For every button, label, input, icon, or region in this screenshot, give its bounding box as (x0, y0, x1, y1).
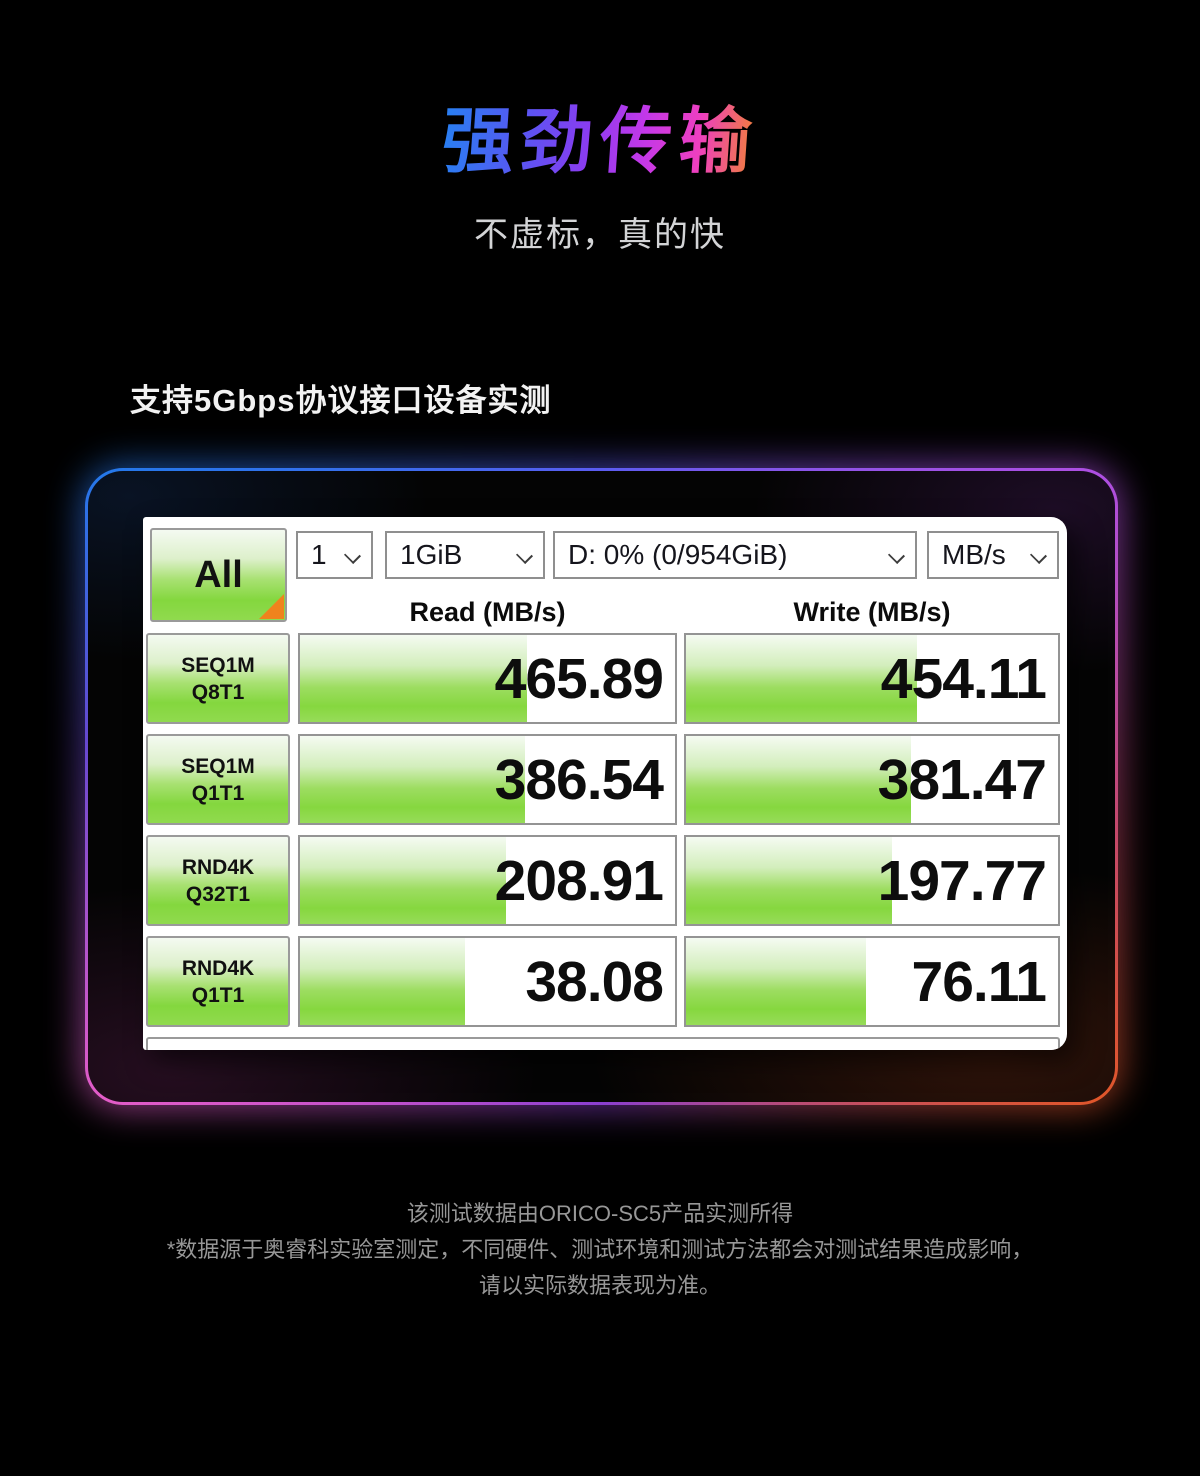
all-test-button[interactable]: All (150, 528, 287, 622)
rnd4k-q32t1-test-button[interactable]: RND4K Q32T1 (146, 835, 290, 926)
write-result-value: 76.11 (911, 949, 1047, 1014)
read-result-cell: 38.08 (298, 936, 677, 1027)
target-drive-value: D: 0% (0/954GiB) (568, 539, 788, 570)
page-title: 强劲传输 (0, 100, 1200, 184)
test-label-line2: Q8T1 (191, 680, 245, 704)
chevron-down-icon (343, 546, 362, 565)
write-column-header: Write (MB/s) (793, 597, 951, 627)
test-label-line1: SEQ1M (181, 653, 255, 677)
test-label-line2: Q1T1 (191, 781, 245, 805)
read-result-value: 386.54 (494, 747, 664, 812)
table-row-seq1m-q8t1: SEQ1M Q8T1 465.89 454.11 (146, 633, 1060, 724)
test-label-line1: RND4K (181, 956, 255, 980)
crystaldiskmark-window: All 1 1GiB D: 0% (0/954GiB) MB/s (143, 517, 1067, 1050)
benchmark-results: SEQ1M Q8T1 465.89 454.11 SEQ1M (146, 633, 1060, 1037)
disclaimer-line: 该测试数据由ORICO-SC5产品实测所得 (406, 1201, 794, 1226)
table-row-seq1m-q1t1: SEQ1M Q1T1 386.54 381.47 (146, 734, 1060, 825)
unit-value: MB/s (942, 539, 1006, 570)
test-size-dropdown[interactable]: 1GiB (385, 531, 545, 579)
test-label-line1: RND4K (181, 855, 255, 879)
test-label-line1: SEQ1M (181, 754, 255, 778)
write-result-value: 454.11 (880, 646, 1047, 711)
seq1m-q8t1-test-button[interactable]: SEQ1M Q8T1 (146, 633, 290, 724)
section-heading: 支持5Gbps协议接口设备实测 (130, 383, 552, 418)
seq1m-q1t1-test-button[interactable]: SEQ1M Q1T1 (146, 734, 290, 825)
test-size-value: 1GiB (400, 539, 463, 570)
all-test-button-label: All (194, 553, 243, 596)
write-result-value: 381.47 (877, 747, 1047, 812)
read-bar-fill (300, 837, 507, 924)
rnd4k-q1t1-test-button[interactable]: RND4K Q1T1 (146, 936, 290, 1027)
read-result-cell: 465.89 (298, 633, 677, 724)
read-bar-fill (300, 938, 465, 1025)
disclaimer-text: 该测试数据由ORICO-SC5产品实测所得 *数据源于奥睿科实验室测定，不同硬件… (0, 1196, 1200, 1304)
benchmark-frame-inner: All 1 1GiB D: 0% (0/954GiB) MB/s (88, 471, 1115, 1102)
clipped-next-row (146, 1037, 1060, 1050)
read-result-value: 208.91 (494, 848, 664, 913)
page-title-text: 强劲传输 (439, 102, 761, 182)
table-row-rnd4k-q1t1: RND4K Q1T1 38.08 76.11 (146, 936, 1060, 1027)
chevron-down-icon (515, 546, 534, 565)
benchmark-glow-frame: All 1 1GiB D: 0% (0/954GiB) MB/s (85, 468, 1118, 1105)
read-bar-fill (300, 736, 525, 823)
chevron-down-icon (1029, 546, 1048, 565)
test-label-line2: Q1T1 (191, 983, 245, 1007)
target-drive-dropdown[interactable]: D: 0% (0/954GiB) (553, 531, 917, 579)
write-result-cell: 197.77 (684, 835, 1060, 926)
disclaimer-line: *数据源于奥睿科实验室测定，不同硬件、测试环境和测试方法都会对测试结果造成影响， (166, 1237, 1034, 1262)
settings-toolbar: 1 1GiB D: 0% (0/954GiB) MB/s (296, 531, 1059, 579)
write-result-value: 197.77 (877, 848, 1047, 913)
write-bar-fill (686, 837, 893, 924)
test-count-dropdown[interactable]: 1 (296, 531, 373, 579)
read-result-cell: 386.54 (298, 734, 677, 825)
read-bar-fill (300, 635, 527, 722)
write-result-cell: 454.11 (684, 633, 1060, 724)
read-result-value: 465.89 (494, 646, 664, 711)
test-label-line2: Q32T1 (185, 882, 251, 906)
read-result-cell: 208.91 (298, 835, 677, 926)
read-column-header: Read (MB/s) (409, 597, 566, 627)
page-subtitle: 不虚标，真的快 (474, 216, 726, 254)
write-result-cell: 76.11 (684, 936, 1060, 1027)
write-result-cell: 381.47 (684, 734, 1060, 825)
disclaimer-line: 请以实际数据表现为准。 (478, 1273, 721, 1298)
read-result-value: 38.08 (525, 949, 664, 1014)
table-row-rnd4k-q32t1: RND4K Q32T1 208.91 197.77 (146, 835, 1060, 926)
all-button-corner-triangle (259, 594, 284, 619)
test-count-value: 1 (311, 539, 327, 570)
chevron-down-icon (887, 546, 906, 565)
write-bar-fill (686, 938, 867, 1025)
write-bar-fill (686, 635, 917, 722)
write-bar-fill (686, 736, 912, 823)
unit-dropdown[interactable]: MB/s (927, 531, 1059, 579)
